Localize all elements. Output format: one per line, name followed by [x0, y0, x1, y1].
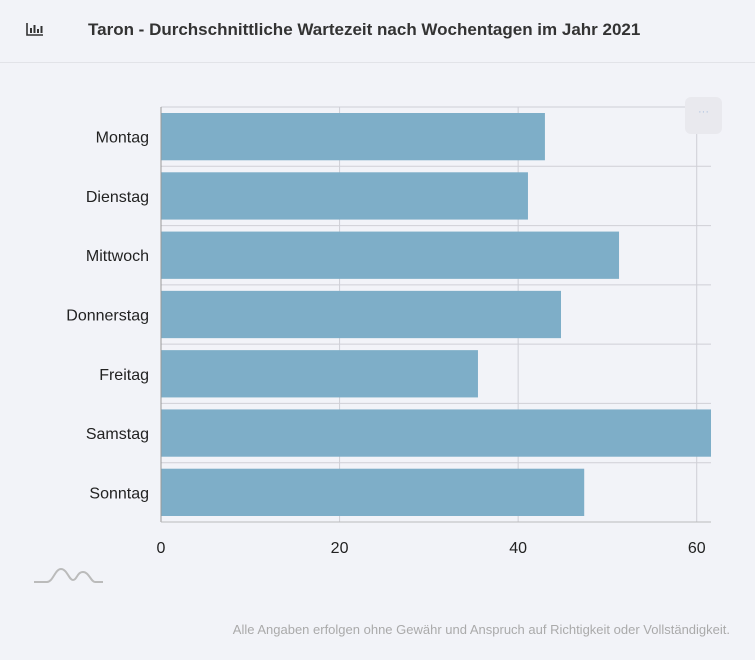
bar-samstag: [161, 409, 711, 457]
y-tick-label: Freitag: [99, 367, 149, 384]
x-tick-label: 0: [157, 540, 166, 557]
bar-donnerstag: [161, 290, 561, 339]
x-tick-label: 40: [509, 540, 527, 557]
disclaimer: Alle Angaben erfolgen ohne Gewähr und An…: [232, 622, 730, 637]
bar-montag: [161, 113, 545, 161]
chart-title: Taron - Durchschnittliche Wartezeit nach…: [88, 20, 641, 39]
y-tick-label: Dienstag: [86, 189, 149, 206]
bar-sonntag: [161, 468, 585, 516]
y-tick-label: Donnerstag: [66, 308, 149, 325]
brand-logo: [34, 567, 103, 583]
x-tick-label: 60: [688, 540, 706, 557]
chart-menu-button[interactable]: ···: [685, 97, 722, 134]
y-tick-label: Samstag: [86, 426, 149, 443]
bar-dienstag: [161, 172, 528, 220]
y-tick-label: Montag: [96, 130, 149, 147]
y-tick-label: Mittwoch: [86, 248, 149, 265]
bar-freitag: [161, 350, 478, 398]
chart-header: Taron - Durchschnittliche Wartezeit nach…: [0, 0, 755, 63]
y-tick-label: Sonntag: [89, 485, 149, 502]
bar-chart-icon: [26, 23, 43, 36]
x-tick-label: 20: [331, 540, 349, 557]
bar-mittwoch: [161, 231, 620, 279]
